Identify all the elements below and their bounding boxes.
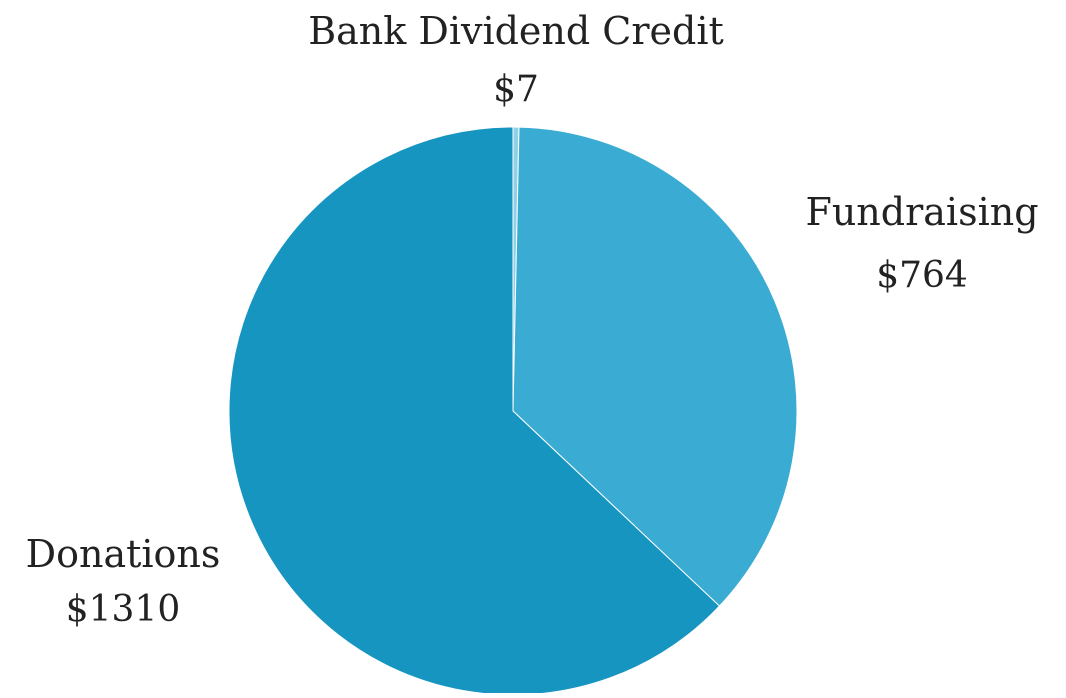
pie-slice-fundraising [512, 126, 798, 607]
slice-label-name: Bank Dividend Credit [308, 9, 724, 53]
slice-label-value: $7 [493, 69, 539, 110]
slice-label-value: $1310 [66, 589, 181, 630]
pie-slices [228, 126, 798, 696]
slice-label-value: $764 [876, 255, 968, 296]
slice-label-name: Fundraising [805, 190, 1038, 234]
slice-label-name: Donations [26, 532, 221, 576]
pie-slice-donations [228, 126, 721, 696]
pie-labels: Bank Dividend Credit $7 Fundraising $764 Don… [26, 9, 1039, 630]
